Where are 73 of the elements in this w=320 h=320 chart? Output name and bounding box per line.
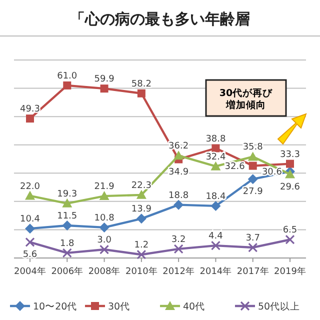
point xyxy=(174,244,184,254)
point xyxy=(136,214,146,224)
point xyxy=(63,81,72,90)
point xyxy=(25,224,35,234)
data-label: 5.6 xyxy=(22,250,38,260)
data-label: 34.9 xyxy=(168,167,189,178)
data-label: 21.9 xyxy=(94,182,115,192)
data-label: 13.9 xyxy=(131,204,152,215)
data-label: 58.2 xyxy=(131,79,152,90)
point xyxy=(137,89,146,98)
data-label: 1.2 xyxy=(134,240,149,251)
point xyxy=(286,160,294,168)
point xyxy=(25,190,35,200)
point xyxy=(99,222,110,232)
data-label: 19.3 xyxy=(57,189,78,200)
data-label: 6.5 xyxy=(282,226,298,236)
legend-label: 40代 xyxy=(183,302,206,312)
point xyxy=(62,220,72,230)
data-label: 32.6 xyxy=(224,162,246,172)
point xyxy=(62,198,72,208)
data-label: 49.3 xyxy=(20,104,40,115)
point xyxy=(285,234,295,244)
point xyxy=(100,84,108,93)
x-tick-label: 2006年 xyxy=(51,266,84,277)
data-label: 3.7 xyxy=(246,234,260,244)
data-label: 18.4 xyxy=(206,192,226,202)
data-label: 29.6 xyxy=(280,182,300,192)
chart-title: 「心の病の最も多い年齢層 xyxy=(70,10,250,28)
point xyxy=(212,144,220,152)
x-tick-label: 2019年 xyxy=(274,266,306,277)
data-label: 18.8 xyxy=(168,190,189,201)
point xyxy=(174,150,184,160)
data-label: 1.8 xyxy=(60,238,75,249)
point xyxy=(99,191,110,200)
x-tick-label: 2012年 xyxy=(162,266,195,277)
point xyxy=(62,248,72,258)
annotation: 30代が再び増加傾向 xyxy=(219,87,274,111)
point xyxy=(26,114,34,123)
legend-label: 30代 xyxy=(108,302,130,312)
data-label: 10.4 xyxy=(20,214,40,225)
data-label: 61.0 xyxy=(57,71,78,82)
x-tick-label: 2014年 xyxy=(200,266,232,277)
data-label: 32.4 xyxy=(206,152,226,162)
point xyxy=(99,244,110,254)
point xyxy=(248,174,258,184)
x-tick-label: 2010年 xyxy=(125,266,158,277)
data-label: 33.3 xyxy=(280,150,300,160)
point xyxy=(248,152,258,161)
point xyxy=(210,161,221,170)
point xyxy=(136,190,146,199)
data-label: 27.9 xyxy=(242,187,264,198)
point xyxy=(136,250,146,260)
x-tick-label: 2004年 xyxy=(14,266,46,277)
point xyxy=(210,200,221,211)
data-label: 59.9 xyxy=(94,74,115,85)
data-label: 3.0 xyxy=(97,236,112,246)
point xyxy=(248,242,258,252)
point xyxy=(285,169,295,178)
data-label: 11.5 xyxy=(57,211,78,222)
data-label: 38.8 xyxy=(206,134,226,144)
x-tick-label: 2017年 xyxy=(236,266,269,277)
point xyxy=(174,200,184,210)
point xyxy=(248,162,257,170)
data-label: 22.0 xyxy=(20,182,40,192)
data-label: 4.4 xyxy=(208,232,224,242)
x-tick-label: 2008年 xyxy=(88,266,120,277)
legend-label: 10〜20代 xyxy=(33,302,78,312)
point xyxy=(25,237,35,247)
point xyxy=(210,240,221,250)
data-label: 10.8 xyxy=(94,213,115,224)
legend-label: 50代以上 xyxy=(258,300,300,312)
data-label: 3.2 xyxy=(171,234,186,245)
data-label: 35.8 xyxy=(242,142,264,153)
